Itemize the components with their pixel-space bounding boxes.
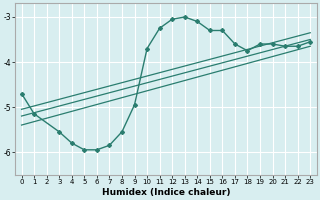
- X-axis label: Humidex (Indice chaleur): Humidex (Indice chaleur): [102, 188, 230, 197]
